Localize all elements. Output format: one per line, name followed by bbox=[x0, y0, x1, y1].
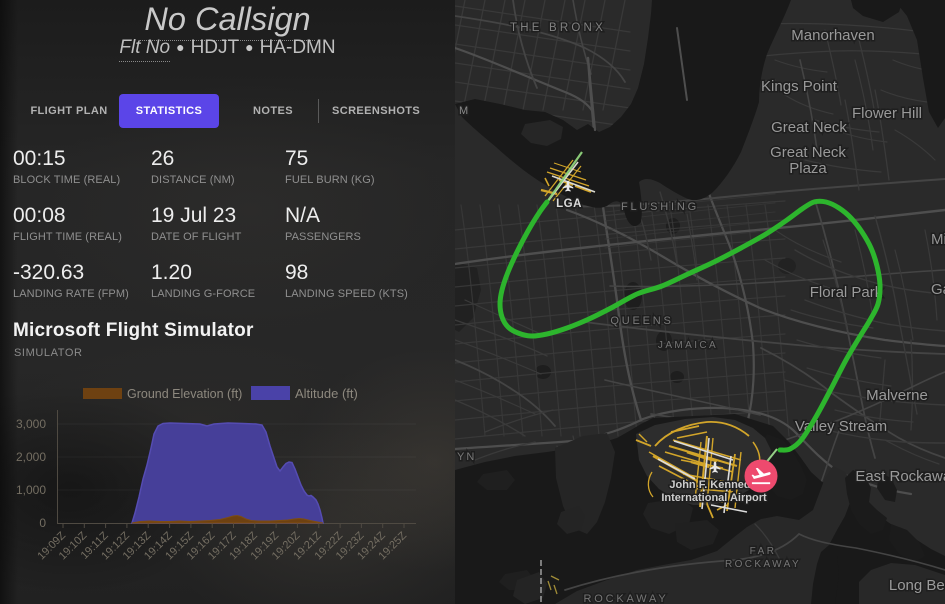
svg-text:JAMAICA: JAMAICA bbox=[658, 340, 718, 351]
svg-text:John F. Kenned: John F. Kenned bbox=[669, 479, 750, 491]
svg-text:ROCKAWAY: ROCKAWAY bbox=[584, 593, 669, 604]
svg-text:ROCKAWAY: ROCKAWAY bbox=[725, 559, 801, 570]
svg-text:FAR: FAR bbox=[750, 546, 777, 557]
svg-text:M: M bbox=[459, 105, 470, 117]
svg-text:International Airport: International Airport bbox=[661, 492, 767, 504]
svg-text:Manorhaven: Manorhaven bbox=[791, 27, 874, 44]
svg-text:LGA: LGA bbox=[556, 198, 582, 210]
svg-text:Great Neck: Great Neck bbox=[771, 119, 847, 136]
svg-text:Great Neck: Great Neck bbox=[770, 144, 846, 161]
svg-text:YN: YN bbox=[457, 451, 476, 463]
svg-text:Flower Hill: Flower Hill bbox=[852, 105, 922, 122]
svg-text:Altitude (ft): Altitude (ft) bbox=[295, 386, 358, 401]
svg-text:3,000: 3,000 bbox=[16, 417, 46, 431]
svg-text:Ga: Ga bbox=[931, 281, 945, 298]
svg-text:Malverne: Malverne bbox=[866, 387, 928, 404]
svg-text:0: 0 bbox=[39, 516, 46, 530]
svg-text:QUEENS: QUEENS bbox=[610, 315, 673, 327]
svg-text:THE BRONX: THE BRONX bbox=[510, 22, 606, 34]
svg-text:2,000: 2,000 bbox=[16, 450, 46, 464]
svg-text:Floral Park: Floral Park bbox=[810, 284, 883, 301]
svg-text:1,000: 1,000 bbox=[16, 483, 46, 497]
svg-text:FLUSHING: FLUSHING bbox=[621, 201, 699, 213]
svg-text:Plaza: Plaza bbox=[789, 160, 827, 177]
svg-text:Long Bea: Long Bea bbox=[889, 577, 945, 594]
svg-text:Mi: Mi bbox=[931, 231, 945, 248]
svg-text:Valley Stream: Valley Stream bbox=[795, 418, 887, 435]
svg-text:East Rockaway: East Rockaway bbox=[855, 468, 945, 485]
svg-text:Ground Elevation (ft): Ground Elevation (ft) bbox=[127, 387, 242, 401]
svg-text:Kings Point: Kings Point bbox=[761, 78, 838, 95]
